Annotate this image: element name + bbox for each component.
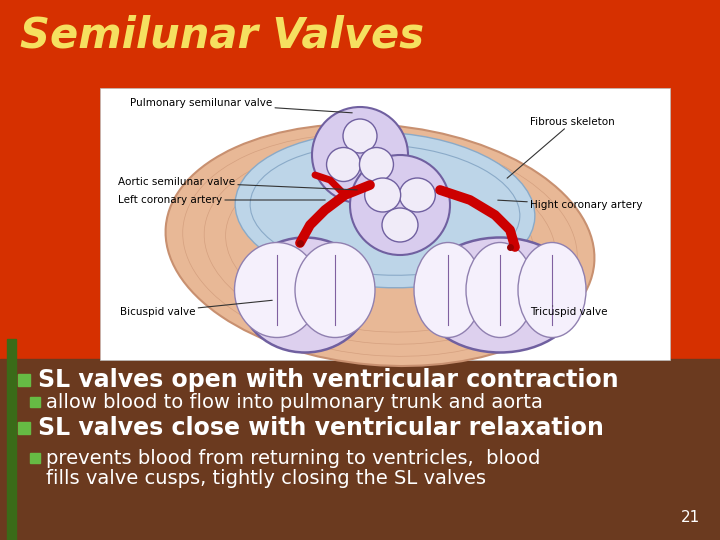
Text: 21: 21 <box>680 510 700 525</box>
Ellipse shape <box>359 147 393 181</box>
Ellipse shape <box>382 208 418 242</box>
Text: Semilunar Valves: Semilunar Valves <box>20 15 424 57</box>
Text: Fibrous skeleton: Fibrous skeleton <box>507 117 615 178</box>
Bar <box>18 422 30 434</box>
Bar <box>30 453 40 463</box>
Text: SL valves open with ventricular contraction: SL valves open with ventricular contract… <box>38 368 618 392</box>
Ellipse shape <box>518 242 586 338</box>
Bar <box>7 339 16 540</box>
Ellipse shape <box>240 238 370 353</box>
Ellipse shape <box>166 124 595 366</box>
Text: Aortic semilunar valve: Aortic semilunar valve <box>118 177 357 190</box>
Text: Bicuspid valve: Bicuspid valve <box>120 300 272 317</box>
Bar <box>18 374 30 386</box>
Ellipse shape <box>420 238 580 353</box>
Ellipse shape <box>414 242 482 338</box>
Bar <box>100 88 670 360</box>
Ellipse shape <box>343 119 377 153</box>
Text: fills valve cusps, tightly closing the SL valves: fills valve cusps, tightly closing the S… <box>46 469 486 488</box>
Bar <box>0 0 720 359</box>
Text: prevents blood from returning to ventricles,  blood: prevents blood from returning to ventric… <box>46 449 541 468</box>
Ellipse shape <box>235 242 320 338</box>
Circle shape <box>350 155 450 255</box>
Circle shape <box>312 107 408 203</box>
Ellipse shape <box>400 178 436 212</box>
Bar <box>30 397 40 407</box>
Ellipse shape <box>235 132 535 288</box>
Bar <box>0 359 720 540</box>
Text: Tricuspid valve: Tricuspid valve <box>530 306 608 317</box>
Text: Left coronary artery: Left coronary artery <box>118 195 325 205</box>
Text: Pulmonary semilunar valve: Pulmonary semilunar valve <box>130 98 352 113</box>
Text: Hight coronary artery: Hight coronary artery <box>498 200 642 210</box>
Ellipse shape <box>327 147 361 181</box>
Text: SL valves close with ventricular relaxation: SL valves close with ventricular relaxat… <box>38 416 604 440</box>
Ellipse shape <box>295 242 375 338</box>
Text: allow blood to flow into pulmonary trunk and aorta: allow blood to flow into pulmonary trunk… <box>46 393 543 411</box>
Ellipse shape <box>364 178 400 212</box>
Ellipse shape <box>466 242 534 338</box>
